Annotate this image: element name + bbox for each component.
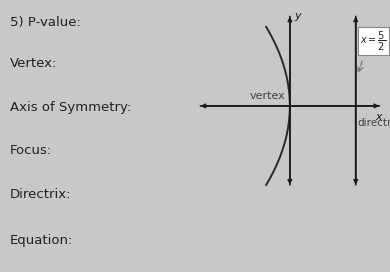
Text: Directrix:: Directrix: [10,188,71,201]
Text: directrix: directrix [358,118,390,128]
Text: x: x [376,112,382,122]
Text: y: y [294,11,301,21]
Text: Axis of Symmetry:: Axis of Symmetry: [10,101,131,114]
Text: Equation:: Equation: [10,234,73,247]
Text: Focus:: Focus: [10,144,52,157]
Text: Vertex:: Vertex: [10,57,57,70]
Text: $x = \dfrac{5}{2}$: $x = \dfrac{5}{2}$ [360,30,386,52]
Text: vertex: vertex [250,91,286,101]
Text: 5) P-value:: 5) P-value: [10,16,81,29]
